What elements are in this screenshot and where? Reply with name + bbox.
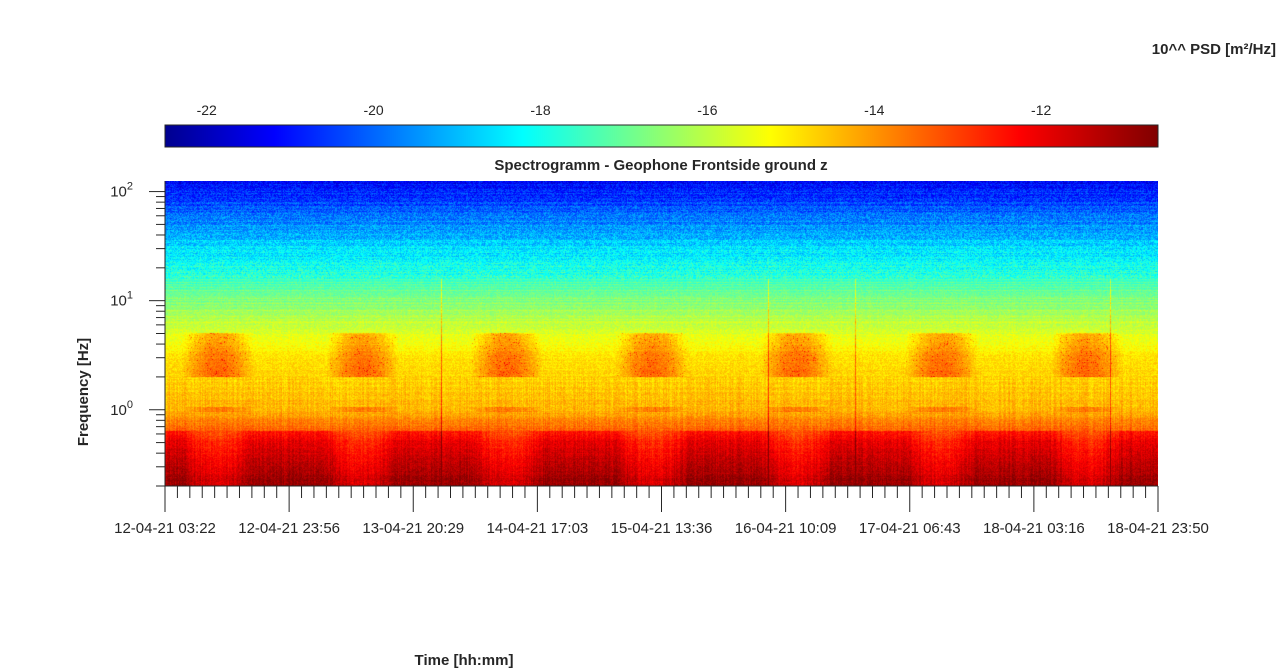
chart-title: Spectrogramm - Geophone Frontside ground…	[494, 157, 827, 174]
x-tick-label: 18-04-21 03:16	[983, 520, 1085, 537]
x-tick-label: 15-04-21 13:36	[611, 520, 713, 537]
colorbar-tick-label: -20	[363, 102, 383, 118]
colorbar-tick-label: -22	[197, 102, 217, 118]
plot-area	[165, 181, 1158, 486]
colorbar-label: 10^^ PSD [m²/Hz]	[1152, 41, 1276, 58]
y-tick-label: 101	[110, 290, 133, 310]
x-axis-label: Time [hh:mm]	[415, 652, 514, 669]
colorbar-tick-label: -12	[1031, 102, 1051, 118]
y-axis: 100 101 102	[110, 181, 166, 487]
x-tick-label: 14-04-21 17:03	[487, 520, 589, 537]
colorbar-tick-label: -16	[697, 102, 717, 118]
x-axis: 12-04-21 03:22 12-04-21 23:56 13-04-21 20:…	[114, 485, 1209, 537]
spectrogram-heatmap	[165, 181, 1158, 486]
y-axis-label: Frequency [Hz]	[75, 338, 92, 446]
x-tick-label: 17-04-21 06:43	[859, 520, 961, 537]
x-tick-label: 16-04-21 10:09	[735, 520, 837, 537]
y-tick-label: 102	[110, 181, 133, 201]
colorbar-ticks: -22 -20 -18 -16 -14 -12	[197, 102, 1052, 130]
colorbar-tick-label: -14	[864, 102, 884, 118]
colorbar-tick-label: -18	[530, 102, 550, 118]
y-tick-label: 100	[110, 399, 133, 419]
x-tick-label: 12-04-21 03:22	[114, 520, 216, 537]
x-tick-label: 13-04-21 20:29	[362, 520, 464, 537]
x-tick-label: 18-04-21 23:50	[1107, 520, 1209, 537]
colorbar	[164, 124, 1159, 148]
x-tick-label: 12-04-21 23:56	[238, 520, 340, 537]
